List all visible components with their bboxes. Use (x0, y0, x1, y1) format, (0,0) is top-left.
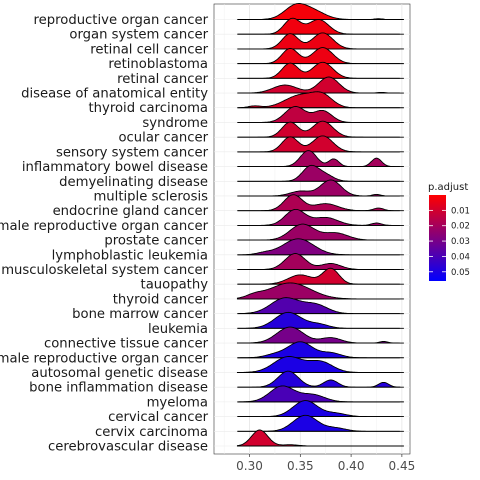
category-label: myeloma (147, 395, 208, 410)
category-label: bone marrow cancer (72, 307, 208, 322)
category-label: bone inflammation disease (29, 381, 208, 396)
category-label: inflammatory bowel disease (22, 160, 208, 175)
category-label: leukemia (148, 322, 208, 337)
legend-tick-label: 0.04 (451, 252, 470, 262)
category-label: autosomal genetic disease (31, 366, 208, 381)
x-tick-label: 0.35 (287, 459, 314, 473)
category-label: retinal cell cancer (90, 42, 208, 57)
category-label: ocular cancer (118, 131, 208, 146)
category-label: prostate cancer (104, 234, 208, 249)
category-label: cervical cancer (108, 410, 208, 425)
legend-tick-label: 0.05 (451, 268, 470, 278)
category-label: musculoskeletal system cancer (1, 263, 208, 278)
x-tick-label: 0.30 (236, 459, 263, 473)
category-label: organ system cancer (69, 28, 208, 43)
legend-title: p.adjust (428, 182, 468, 193)
x-axis: 0.30 0.35 0.40 0.45 (236, 454, 415, 473)
category-label: endocrine gland cancer (53, 204, 209, 219)
category-label: female reproductive organ cancer (0, 351, 209, 366)
category-label: thyroid cancer (113, 292, 209, 307)
category-label: retinoblastoma (108, 57, 208, 72)
category-label: cerebrovascular disease (48, 440, 208, 455)
category-label: lymphoblastic leukemia (52, 248, 208, 263)
category-label: multiple sclerosis (93, 189, 208, 204)
category-label: demyelinating disease (59, 175, 208, 190)
legend-tick-label: 0.01 (451, 206, 470, 216)
category-label: syndrome (142, 116, 208, 131)
category-label: tauopathy (141, 278, 209, 293)
legend-tick-label: 0.02 (451, 222, 470, 232)
category-label: sensory system cancer (56, 145, 209, 160)
category-label: connective tissue cancer (44, 337, 209, 352)
legend: p.adjust 0.01 0.02 0.03 0.04 0.05 (428, 182, 470, 281)
x-tick-label: 0.45 (389, 459, 416, 473)
x-tick-label: 0.40 (338, 459, 365, 473)
category-label: cervix carcinoma (95, 425, 208, 440)
category-label: reproductive organ cancer (34, 13, 209, 28)
category-label: male reproductive organ cancer (0, 219, 209, 234)
legend-tick-label: 0.03 (451, 237, 470, 247)
legend-colorbar (429, 195, 446, 281)
category-label: retinal cancer (117, 72, 208, 87)
category-label: thyroid carcinoma (89, 101, 209, 116)
category-label: disease of anatomical entity (21, 87, 208, 102)
